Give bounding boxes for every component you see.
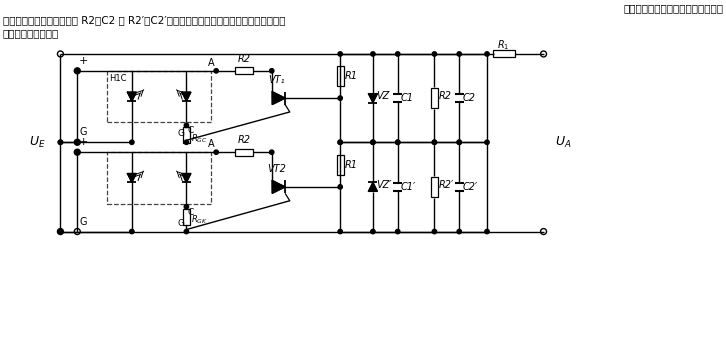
Text: A: A	[208, 139, 214, 149]
Text: $R_{GC}$: $R_{GC}$	[192, 132, 208, 145]
Polygon shape	[127, 92, 136, 101]
Circle shape	[396, 140, 400, 145]
Circle shape	[184, 204, 189, 209]
Text: G: G	[177, 219, 184, 228]
Circle shape	[371, 229, 375, 234]
Circle shape	[432, 229, 436, 234]
Bar	[107, 152, 211, 204]
Circle shape	[396, 52, 400, 56]
Polygon shape	[182, 92, 191, 101]
Circle shape	[269, 150, 274, 154]
Circle shape	[214, 150, 219, 154]
Text: VT₁: VT₁	[269, 75, 285, 85]
Circle shape	[371, 140, 375, 145]
Circle shape	[58, 229, 62, 234]
Circle shape	[432, 52, 436, 56]
Text: R1: R1	[345, 71, 358, 81]
Circle shape	[338, 96, 343, 100]
Circle shape	[338, 185, 343, 189]
Text: +: +	[79, 56, 89, 66]
Text: R2′: R2′	[439, 180, 454, 190]
Text: C1: C1	[401, 93, 414, 103]
Text: R2: R2	[439, 91, 452, 101]
Text: H1C: H1C	[109, 74, 126, 83]
Text: G: G	[79, 127, 87, 137]
Circle shape	[184, 123, 189, 128]
Circle shape	[338, 140, 343, 145]
Circle shape	[58, 140, 62, 145]
Text: R2: R2	[237, 135, 250, 145]
Circle shape	[184, 140, 189, 145]
Text: +: +	[79, 137, 89, 147]
Circle shape	[75, 69, 79, 73]
Polygon shape	[369, 182, 378, 191]
Circle shape	[184, 229, 189, 234]
Text: R1: R1	[345, 160, 358, 170]
Circle shape	[485, 229, 489, 234]
Bar	[337, 155, 343, 175]
Bar	[493, 50, 515, 57]
Circle shape	[338, 229, 343, 234]
Polygon shape	[369, 94, 378, 103]
Circle shape	[396, 140, 400, 145]
Circle shape	[130, 229, 134, 234]
Text: 护晶闸管不致损坏。: 护晶闸管不致损坏。	[3, 28, 59, 38]
Circle shape	[485, 140, 489, 145]
Text: G: G	[177, 129, 184, 138]
Text: VZ: VZ	[376, 91, 389, 101]
Text: 适用于晶闸管耐压较低而电源电压较: 适用于晶闸管耐压较低而电源电压较	[623, 4, 723, 13]
Text: 高的场合。与晶闸管并联的 R2、C2 和 R2′、C2′用于吸收可能加于晶闸管两端的过电压、保: 高的场合。与晶闸管并联的 R2、C2 和 R2′、C2′用于吸收可能加于晶闸管两…	[3, 15, 285, 25]
Circle shape	[457, 229, 462, 234]
Text: $R_{GK}$: $R_{GK}$	[192, 214, 208, 226]
Text: C: C	[187, 126, 194, 135]
Circle shape	[75, 150, 79, 154]
Circle shape	[371, 52, 375, 56]
Bar	[183, 127, 190, 143]
Text: A: A	[208, 58, 214, 68]
Polygon shape	[272, 92, 285, 105]
Polygon shape	[127, 174, 136, 182]
Circle shape	[485, 52, 489, 56]
Polygon shape	[272, 181, 285, 193]
Text: C1′: C1′	[401, 182, 416, 192]
Circle shape	[75, 140, 79, 145]
Circle shape	[396, 229, 400, 234]
Circle shape	[432, 140, 436, 145]
Bar	[107, 71, 211, 122]
Bar	[337, 66, 343, 86]
Text: $U_E$: $U_E$	[29, 135, 46, 150]
Bar	[431, 88, 438, 108]
Circle shape	[371, 140, 375, 145]
Circle shape	[58, 140, 62, 145]
Circle shape	[457, 140, 462, 145]
Circle shape	[269, 69, 274, 73]
Text: C2′: C2′	[462, 182, 478, 192]
Circle shape	[338, 140, 343, 145]
Text: C2: C2	[462, 93, 476, 103]
Circle shape	[130, 140, 134, 145]
Text: VZ′: VZ′	[376, 180, 391, 190]
Text: C: C	[187, 208, 194, 217]
Bar	[183, 209, 190, 225]
Text: $U_A$: $U_A$	[555, 135, 572, 150]
Text: $R_1$: $R_1$	[497, 38, 509, 52]
Bar	[235, 67, 253, 74]
Circle shape	[432, 140, 436, 145]
Circle shape	[457, 52, 462, 56]
Text: VT2: VT2	[267, 164, 286, 174]
Polygon shape	[182, 174, 191, 182]
Circle shape	[338, 52, 343, 56]
Circle shape	[214, 69, 219, 73]
Circle shape	[457, 140, 462, 145]
Bar	[431, 177, 438, 197]
Bar	[235, 149, 253, 156]
Text: R2: R2	[237, 54, 250, 64]
Text: G: G	[79, 217, 87, 226]
